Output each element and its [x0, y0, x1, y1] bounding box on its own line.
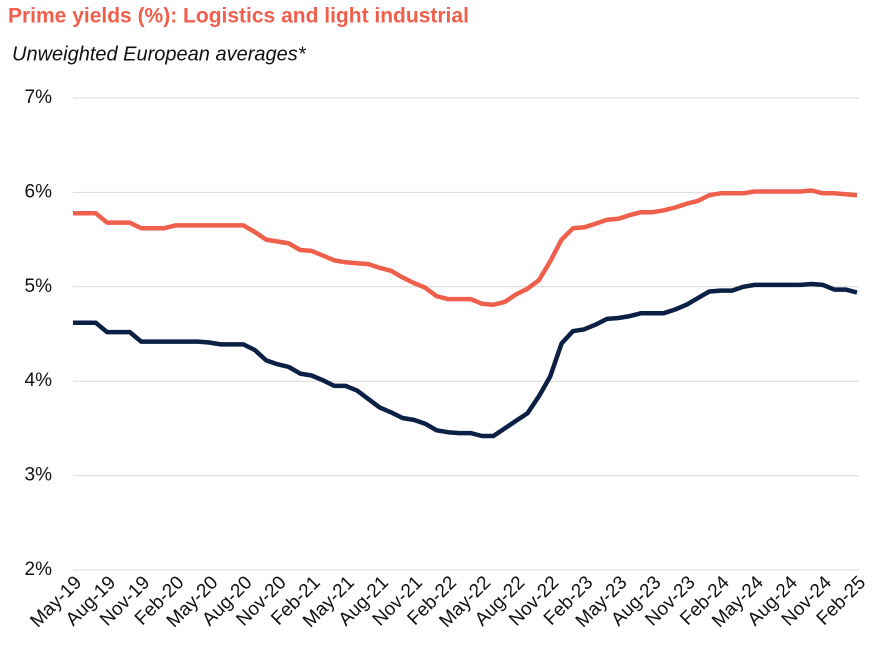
y-tick-label: 2%	[25, 559, 53, 580]
y-tick-label: 6%	[25, 181, 53, 202]
y-tick-label: 3%	[25, 465, 53, 486]
y-tick-label: 5%	[25, 276, 53, 297]
y-tick-label: 4%	[25, 370, 53, 391]
chart-title: Prime yields (%): Logistics and light in…	[8, 5, 469, 28]
chart-subtitle: Unweighted European averages*	[12, 43, 307, 65]
series-line	[73, 188, 858, 307]
series-line	[73, 281, 858, 439]
y-tick-label: 7%	[25, 87, 53, 108]
